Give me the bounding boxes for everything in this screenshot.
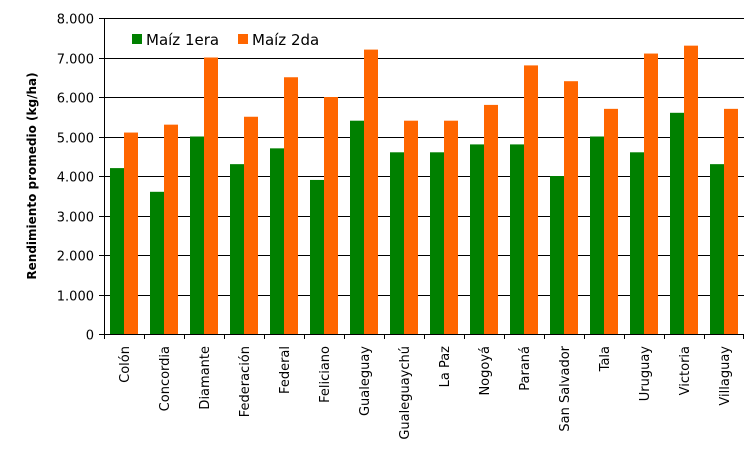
y-tick-label: 0 (86, 329, 94, 344)
bar (710, 164, 724, 334)
legend-label: Maíz 1era (146, 31, 219, 49)
category-label: Federación (238, 346, 253, 417)
category-label: Paraná (518, 346, 533, 391)
category-label: Diamante (198, 346, 213, 410)
bar (270, 148, 284, 334)
bar (404, 120, 418, 334)
y-tick-label: 1.000 (57, 290, 94, 305)
category-label: La Paz (438, 346, 453, 388)
category-label: Feliciano (318, 346, 333, 403)
bar (484, 104, 498, 335)
bar (124, 132, 138, 334)
bar (604, 108, 618, 334)
bar (350, 120, 364, 334)
bar (470, 144, 484, 334)
bar (110, 168, 124, 334)
category-label: Villaguay (718, 346, 733, 406)
category-label: Concordia (158, 346, 173, 411)
category-label: Colón (118, 346, 133, 383)
bar (630, 152, 644, 334)
category-label: Victoria (678, 346, 693, 395)
axes (104, 18, 744, 339)
bar (324, 97, 338, 334)
y-tick-label: 2.000 (57, 250, 94, 265)
y-tick-labels: 0 1.000 2.000 3.000 4.000 5.000 6.000 7.000 8.00… (57, 13, 94, 344)
bar (670, 112, 684, 334)
y-tick-label: 5.000 (57, 132, 94, 147)
bar (724, 108, 738, 334)
bar (284, 77, 298, 334)
bar (204, 57, 218, 334)
bar (564, 81, 578, 334)
category-label: Uruguay (638, 346, 653, 402)
bar (590, 136, 604, 334)
y-tick-label: 4.000 (57, 171, 94, 186)
bar (244, 116, 258, 334)
bar (684, 45, 698, 335)
y-axis-title: Rendimiento promedio (kg/ha) (25, 72, 39, 279)
category-label: San Salvador (558, 345, 573, 431)
bars (110, 45, 738, 335)
bar (150, 191, 164, 334)
category-label: Gualeguaychú (398, 346, 413, 440)
bar (644, 53, 658, 335)
bar (310, 179, 324, 334)
bar (190, 136, 204, 334)
y-tick-label: 7.000 (57, 53, 94, 68)
legend: Maíz 1era Maíz 2da (132, 31, 319, 49)
bar (430, 152, 444, 334)
bar (164, 124, 178, 335)
y-tick-label: 3.000 (57, 211, 94, 226)
bar (510, 144, 524, 334)
bar (550, 176, 564, 334)
bar (444, 120, 458, 334)
category-label: Tala (598, 346, 613, 372)
category-label: Federal (278, 346, 293, 394)
bar (230, 164, 244, 334)
category-label: Nogoyá (478, 346, 493, 396)
y-tick-label: 8.000 (57, 13, 94, 28)
legend-swatch (132, 34, 142, 44)
category-label: Gualeguay (358, 346, 373, 416)
legend-swatch (238, 34, 248, 44)
bar (390, 152, 404, 334)
category-labels: Colón Concordia Diamante Federación Federal F… (118, 345, 733, 439)
legend-label: Maíz 2da (252, 31, 319, 49)
bar (364, 49, 378, 334)
y-tick-label: 6.000 (57, 92, 94, 107)
bar (524, 65, 538, 335)
